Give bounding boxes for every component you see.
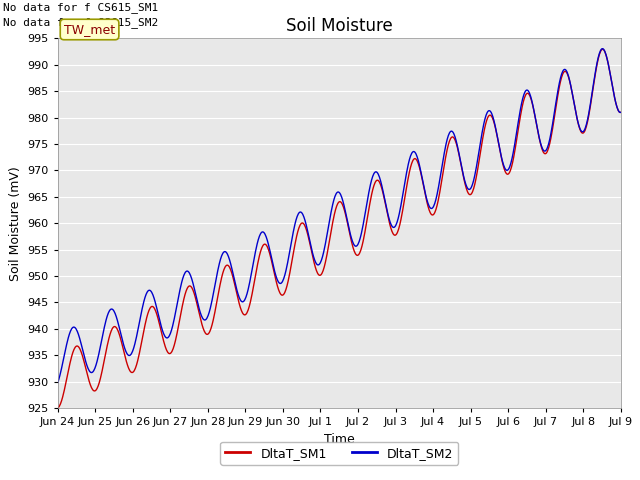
DltaT_SM2 bbox=[598, 46, 606, 51]
Text: TW_met: TW_met bbox=[64, 23, 115, 36]
DltaT_SM1 bbox=[503, 171, 511, 177]
DltaT_SM1 bbox=[111, 324, 119, 330]
DltaT_SM2 bbox=[111, 311, 119, 316]
Y-axis label: Soil Moisture (mV): Soil Moisture (mV) bbox=[9, 166, 22, 281]
DltaT_SM2 bbox=[302, 220, 310, 226]
DltaT_SM2 bbox=[493, 131, 500, 136]
DltaT_SM1 bbox=[302, 225, 310, 230]
DltaT_SM2 bbox=[503, 168, 511, 173]
Line: DltaT_SM2: DltaT_SM2 bbox=[58, 48, 621, 383]
X-axis label: Time: Time bbox=[324, 432, 355, 445]
DltaT_SM1 bbox=[599, 47, 607, 52]
Line: DltaT_SM1: DltaT_SM1 bbox=[58, 49, 621, 408]
DltaT_SM1 bbox=[54, 405, 61, 411]
Legend: DltaT_SM1, DltaT_SM2: DltaT_SM1, DltaT_SM2 bbox=[220, 442, 458, 465]
DltaT_SM2 bbox=[54, 380, 61, 386]
DltaT_SM1 bbox=[282, 288, 289, 294]
DltaT_SM2 bbox=[440, 150, 448, 156]
DltaT_SM2 bbox=[282, 270, 289, 276]
DltaT_SM2 bbox=[617, 109, 625, 115]
Text: No data for f CS615_SM2: No data for f CS615_SM2 bbox=[3, 17, 159, 28]
Title: Soil Moisture: Soil Moisture bbox=[286, 17, 392, 36]
DltaT_SM1 bbox=[617, 109, 625, 115]
Text: No data for f CS615_SM1: No data for f CS615_SM1 bbox=[3, 2, 159, 13]
DltaT_SM1 bbox=[493, 132, 500, 137]
DltaT_SM1 bbox=[440, 162, 448, 168]
